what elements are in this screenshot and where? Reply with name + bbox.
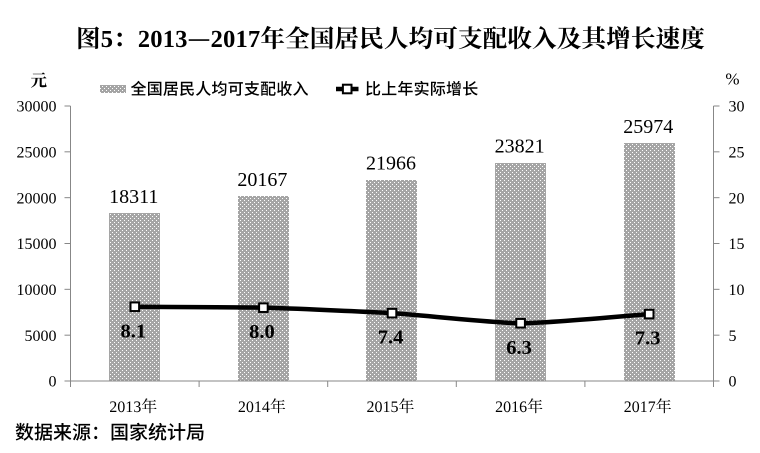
svg-text:25: 25 [729,144,745,161]
svg-text:10000: 10000 [17,282,57,299]
svg-text:8.1: 8.1 [120,320,146,342]
svg-text:15000: 15000 [17,236,57,253]
svg-text:20167: 20167 [237,169,287,191]
svg-text:%: % [725,70,739,89]
svg-text:10: 10 [729,282,745,299]
svg-text:30: 30 [729,99,745,116]
svg-text:7.4: 7.4 [378,327,404,349]
svg-text:25000: 25000 [17,144,57,161]
svg-text:0: 0 [49,374,57,391]
svg-text:5: 5 [729,328,737,345]
svg-text:7.3: 7.3 [635,328,661,350]
svg-text:5000: 5000 [25,328,57,345]
svg-text:0: 0 [729,374,737,391]
svg-text:8.0: 8.0 [249,321,275,343]
svg-text:20000: 20000 [17,190,57,207]
svg-text:21966: 21966 [366,153,416,175]
svg-text:6.3: 6.3 [506,337,532,359]
svg-text:30000: 30000 [17,99,57,116]
svg-text:18311: 18311 [109,186,158,208]
svg-text:20: 20 [729,190,745,207]
svg-text:15: 15 [729,236,745,253]
svg-text:25974: 25974 [623,116,673,138]
svg-text:23821: 23821 [495,136,545,158]
